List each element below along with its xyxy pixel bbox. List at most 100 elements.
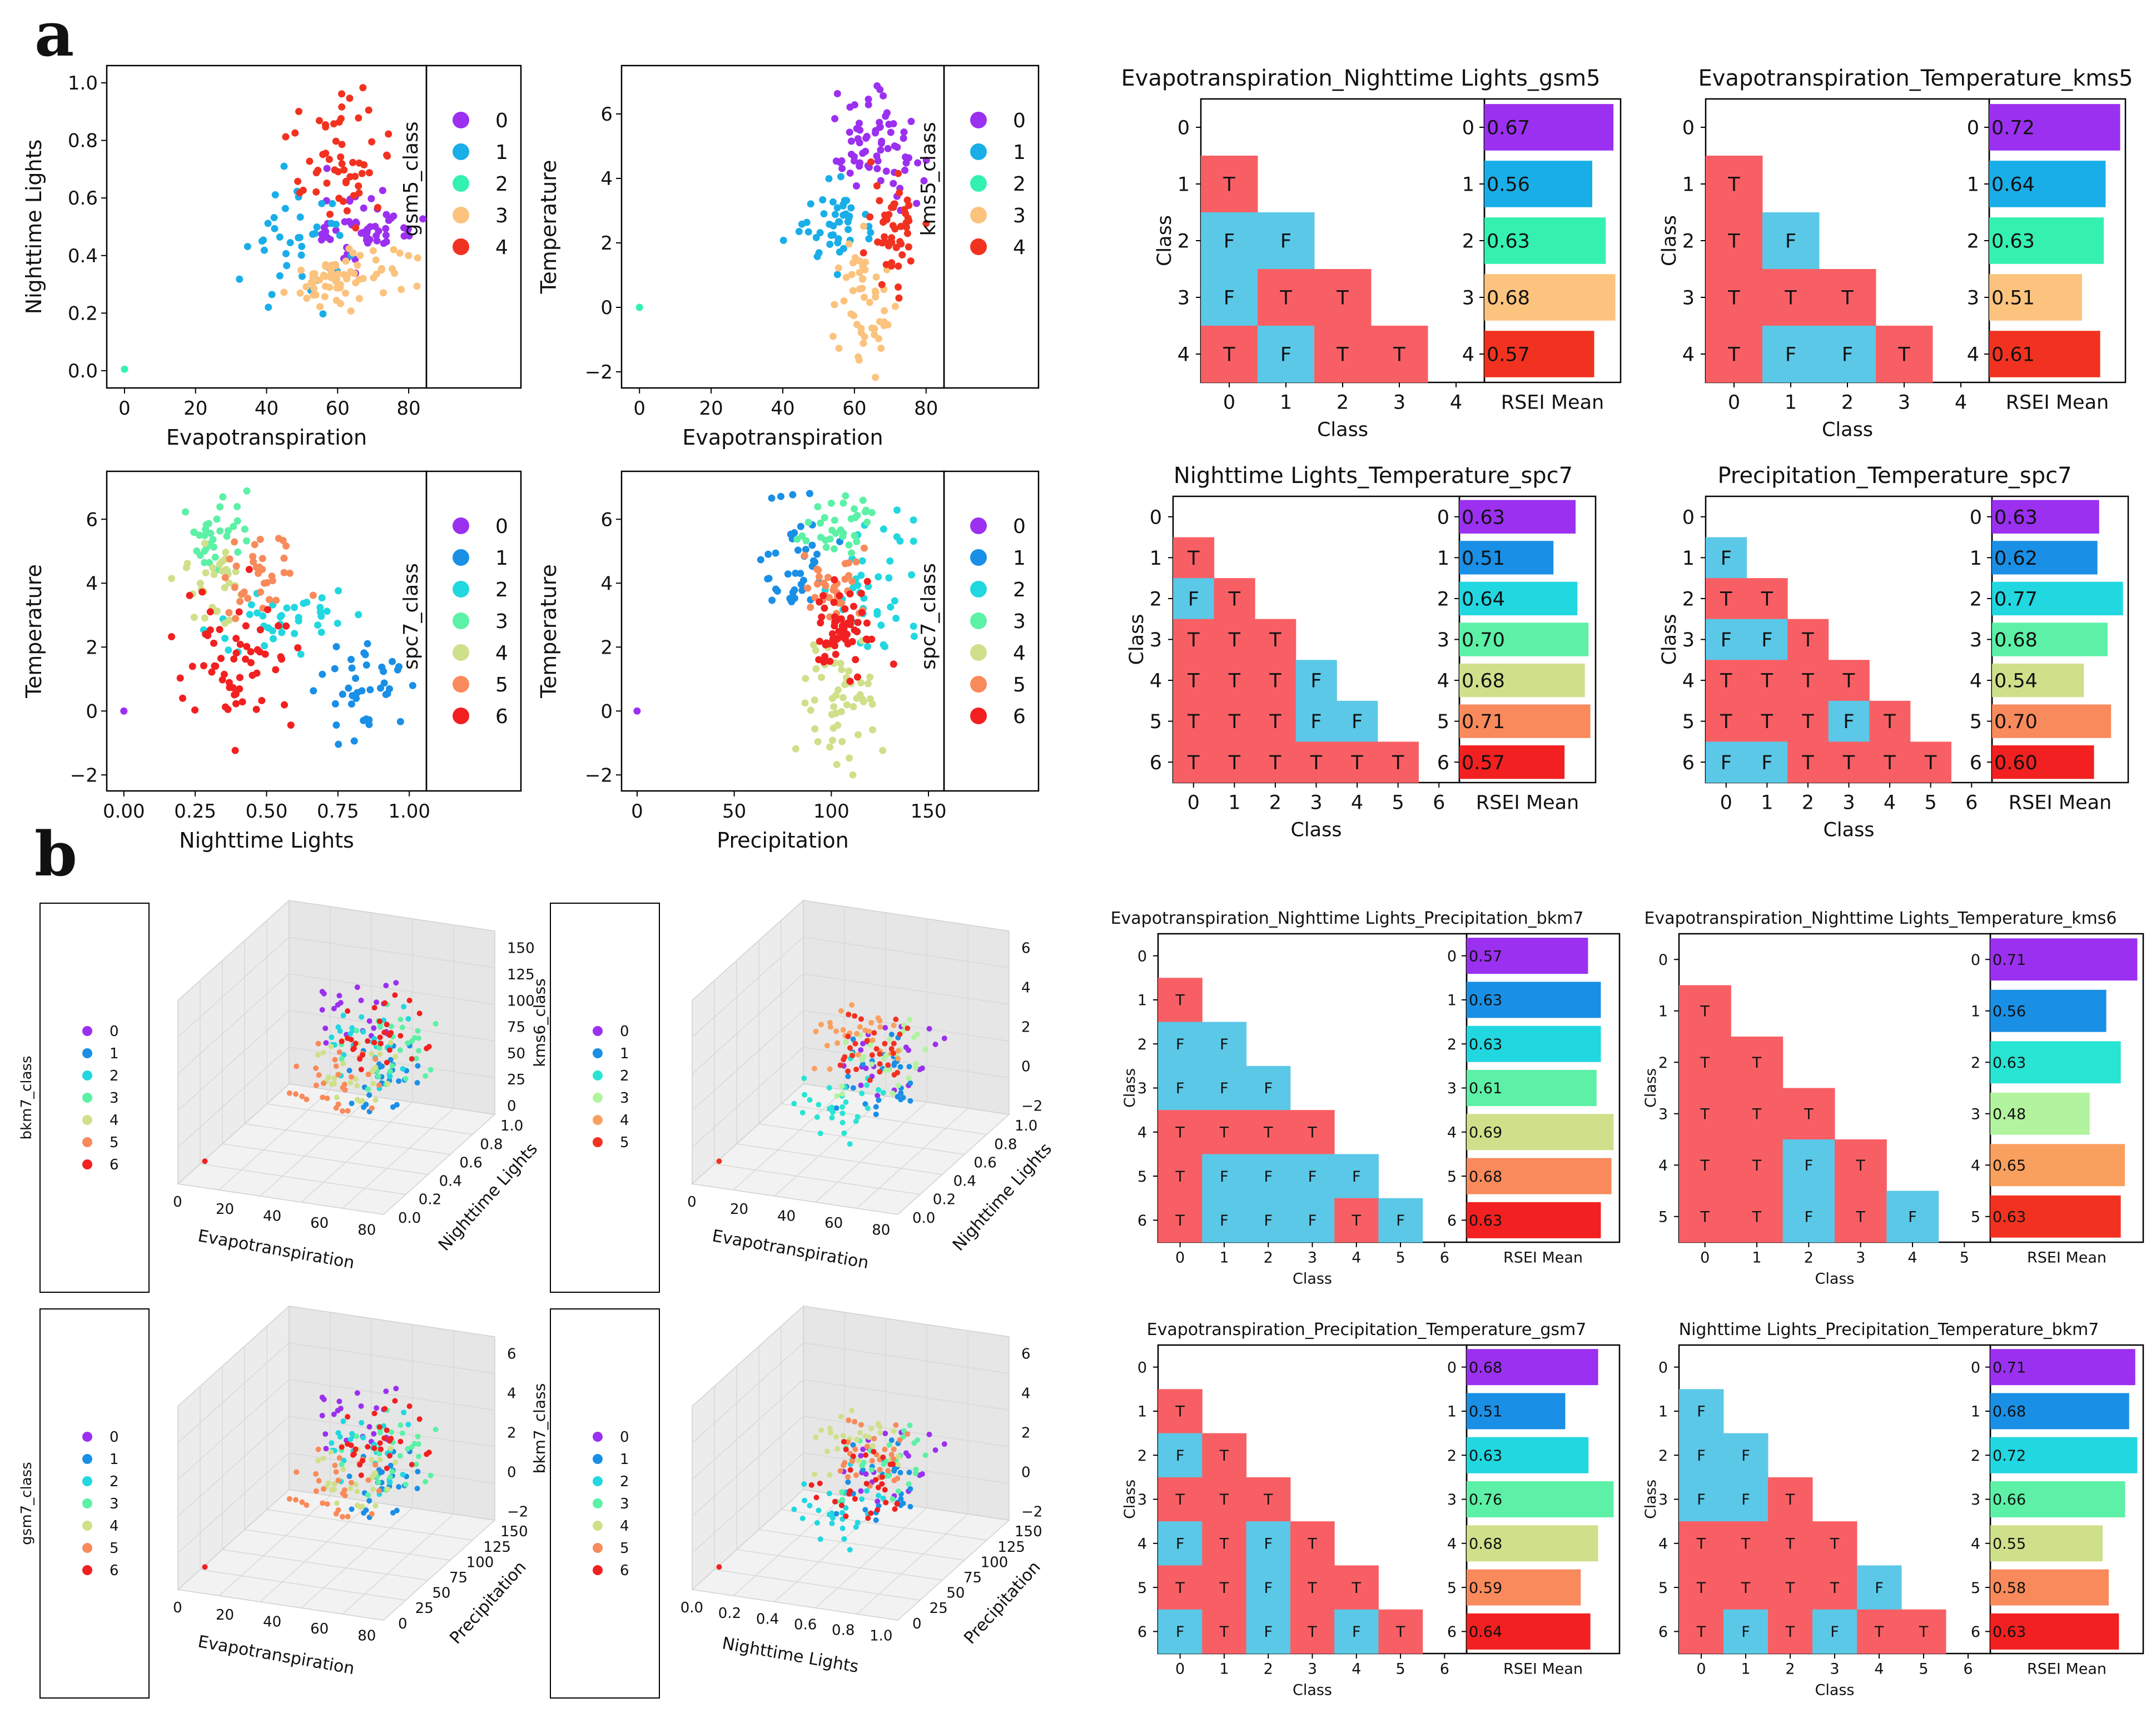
a_scatter_3-point — [253, 669, 261, 677]
b_heat_3-bar-ytick-label: 5 — [1447, 1580, 1457, 1597]
a_scatter_3-point — [222, 549, 230, 556]
b_scatter3d_2-grid — [758, 940, 965, 1155]
b_scatter3d_4-legend-marker — [593, 1432, 603, 1442]
a_scatter_1-point — [338, 141, 346, 148]
b_heat_4-cell — [1679, 1477, 1724, 1522]
a_scatter_4-ylabel: Temperature — [536, 564, 561, 699]
b_scatter3d_1-legend-label: 1 — [110, 1045, 119, 1062]
b_scatter3d_3-point — [387, 1474, 393, 1480]
b_scatter3d_1-point — [335, 1072, 341, 1078]
a_scatter_4-point — [863, 519, 871, 526]
a_scatter_3-point — [291, 630, 299, 638]
b_heat_2-xtick-label: 0 — [1700, 1249, 1710, 1266]
b_scatter3d_3-ytick-label: 0 — [398, 1616, 408, 1632]
a_scatter_1-point — [400, 232, 408, 240]
a_scatter_2-point — [859, 150, 867, 157]
a_scatter_2-point — [867, 158, 875, 166]
b_scatter3d_1-point — [316, 1072, 322, 1078]
a_scatter_2-point — [914, 159, 922, 167]
b_scatter3d_3-point — [433, 1426, 439, 1432]
b_heat_4-bar — [1990, 1349, 2135, 1386]
a_scatter_3-point — [202, 569, 210, 576]
a_scatter_1-point — [296, 213, 304, 221]
a_heat_1-bar-xlabel: RSEI Mean — [1501, 391, 1604, 414]
b_scatter3d_3-legend-label: 3 — [110, 1496, 119, 1512]
a_scatter_1-point — [350, 270, 358, 277]
a_scatter_2-point — [877, 146, 885, 154]
a_scatter_1-point — [390, 246, 398, 253]
a_scatter_2-point — [902, 219, 910, 227]
a_heat_4-cell-label: T — [1761, 670, 1774, 693]
b_scatter3d_4-point — [876, 1492, 882, 1498]
a_scatter_4-point — [814, 503, 822, 511]
b_scatter3d_1-point — [397, 1047, 403, 1053]
b_heat_2-bar — [1990, 938, 2138, 981]
a_scatter_4-point — [886, 557, 894, 565]
b_heat_1-bar — [1467, 1069, 1597, 1107]
b_scatter3d_2-point — [906, 1064, 912, 1070]
a_scatter_4-point — [831, 622, 838, 630]
b_heat_1-bar-value: 0.63 — [1469, 1212, 1502, 1229]
a_scatter_1-point — [343, 207, 351, 215]
a_scatter_4-point — [794, 546, 802, 554]
a_scatter_1-point — [359, 84, 367, 92]
a_scatter_1-xtick-label: 0 — [118, 397, 131, 420]
b_heat_1-cell-label: F — [1176, 1036, 1185, 1053]
b_scatter3d_3-ytick-label: 125 — [483, 1539, 511, 1556]
a_scatter_3-point — [280, 569, 288, 576]
b_heat_3-cell-label: F — [1352, 1624, 1361, 1641]
b_scatter3d_3-pane-back — [289, 1306, 495, 1521]
b_heat_1-bar — [1467, 1158, 1612, 1194]
a_scatter_2-point — [886, 238, 893, 246]
a_scatter_4-point — [822, 639, 830, 647]
b_heat_4-cell — [1723, 1433, 1768, 1478]
b_scatter3d_3-grid — [177, 1416, 495, 1517]
b_scatter3d_3-point — [339, 1444, 345, 1450]
a_scatter_1-legend-marker — [453, 238, 469, 255]
b_scatter3d_3-point — [371, 1445, 377, 1451]
b_heat_1-cell — [1158, 1065, 1203, 1111]
a_heat_4-bar-value: 0.77 — [1994, 589, 2038, 611]
a_scatter_3-point — [216, 503, 224, 511]
a_heat_1-cell — [1258, 212, 1315, 270]
b_heat_1-bar-ytick-label: 4 — [1447, 1124, 1457, 1142]
b_heat_4-title: Nighttime Lights_Precipitation_Temperatu… — [1679, 1320, 2099, 1339]
b_scatter3d_3-legend-marker — [82, 1498, 92, 1508]
b_heat_2-cell — [1731, 1139, 1784, 1191]
b_heat_2-ytick-label: 0 — [1658, 952, 1668, 969]
b_heat_4-xtick-label: 1 — [1741, 1660, 1750, 1677]
a_heat_1-cell — [1201, 156, 1258, 213]
a_scatter_2-point — [907, 257, 915, 265]
a_scatter_1-point — [382, 225, 390, 232]
b_heat_2-xtick-label: 5 — [1960, 1249, 1969, 1266]
a_scatter_2-point — [816, 229, 824, 237]
a_scatter_3-point — [242, 537, 250, 545]
b_scatter3d_2-point — [941, 1035, 947, 1042]
b_scatter3d_2-legend-label: 1 — [620, 1045, 629, 1062]
a_scatter_1-point — [419, 215, 427, 223]
b_scatter3d_3-point — [331, 1481, 337, 1487]
a_scatter_3-point — [268, 572, 276, 580]
b_scatter3d_2-point — [845, 1068, 851, 1074]
a_scatter_4-point — [845, 541, 853, 549]
a_scatter_1-point — [310, 285, 318, 292]
b_heat_1-xtick-label: 0 — [1175, 1249, 1185, 1266]
b_heat_2-bar-frame — [1989, 933, 2144, 1243]
a_scatter_3-point — [287, 721, 295, 729]
b_scatter3d_2-grid — [733, 907, 845, 1191]
b_heat_3-xtick-label: 5 — [1395, 1660, 1405, 1677]
a_scatter_2-point — [846, 128, 853, 136]
a_scatter_2-point — [853, 321, 861, 328]
a_heat_1-cell — [1201, 212, 1258, 270]
a_heat_4-cell — [1706, 700, 1747, 742]
a_scatter_1-ytick-label: 0.4 — [68, 245, 98, 267]
a_scatter_3-point — [256, 536, 264, 544]
b_scatter3d_1-point — [358, 997, 364, 1003]
a_scatter_4-point — [877, 621, 885, 629]
b_scatter3d_1-point — [320, 1094, 326, 1100]
b_heat_3-ytick-label: 6 — [1137, 1624, 1147, 1641]
a_scatter_4-point — [804, 519, 812, 526]
b_scatter3d_3-ytick-label: 100 — [466, 1554, 494, 1571]
b_scatter3d_4-point — [827, 1426, 833, 1432]
b_scatter3d_4-point — [863, 1481, 870, 1487]
